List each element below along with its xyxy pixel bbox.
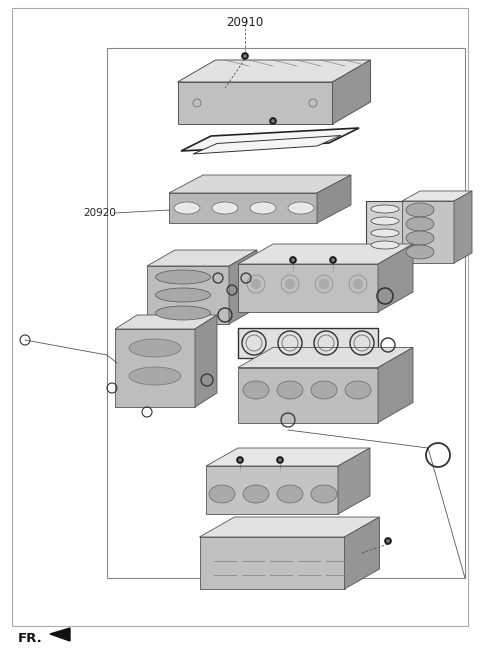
Circle shape — [243, 55, 247, 58]
Ellipse shape — [277, 381, 303, 399]
Ellipse shape — [311, 485, 337, 503]
Polygon shape — [238, 328, 378, 358]
Polygon shape — [238, 264, 378, 312]
Ellipse shape — [243, 381, 269, 399]
Ellipse shape — [209, 485, 235, 503]
Polygon shape — [193, 135, 341, 154]
Circle shape — [291, 258, 295, 261]
Ellipse shape — [371, 205, 399, 213]
Ellipse shape — [129, 367, 181, 385]
Circle shape — [331, 258, 335, 261]
Polygon shape — [378, 244, 413, 312]
Polygon shape — [147, 266, 229, 324]
Ellipse shape — [345, 381, 371, 399]
Ellipse shape — [243, 485, 269, 503]
Circle shape — [353, 279, 363, 289]
Ellipse shape — [288, 202, 314, 214]
Polygon shape — [206, 466, 338, 514]
Ellipse shape — [212, 202, 238, 214]
Polygon shape — [402, 201, 454, 263]
Ellipse shape — [156, 306, 211, 320]
Ellipse shape — [406, 231, 434, 245]
Polygon shape — [238, 367, 378, 422]
Circle shape — [237, 457, 243, 463]
Ellipse shape — [156, 270, 211, 284]
Polygon shape — [317, 175, 351, 223]
Text: FR.: FR. — [18, 631, 43, 645]
Ellipse shape — [406, 217, 434, 231]
Ellipse shape — [250, 202, 276, 214]
Polygon shape — [345, 517, 380, 589]
Circle shape — [285, 279, 295, 289]
Ellipse shape — [174, 202, 200, 214]
Circle shape — [384, 537, 392, 545]
Circle shape — [329, 256, 336, 263]
Circle shape — [278, 458, 282, 462]
Polygon shape — [181, 128, 359, 151]
Circle shape — [319, 279, 329, 289]
Circle shape — [269, 118, 276, 124]
Polygon shape — [169, 175, 351, 193]
Text: 20920: 20920 — [83, 208, 116, 218]
Polygon shape — [402, 191, 472, 201]
Polygon shape — [200, 517, 380, 537]
Polygon shape — [169, 193, 317, 223]
Circle shape — [271, 120, 275, 123]
Polygon shape — [178, 82, 333, 124]
Polygon shape — [338, 448, 370, 514]
Polygon shape — [333, 60, 371, 124]
Ellipse shape — [371, 217, 399, 225]
Polygon shape — [195, 315, 217, 407]
Polygon shape — [200, 537, 345, 589]
Ellipse shape — [311, 381, 337, 399]
Text: 20910: 20910 — [227, 16, 264, 29]
Ellipse shape — [406, 203, 434, 217]
Circle shape — [238, 458, 242, 462]
Polygon shape — [115, 329, 195, 407]
Polygon shape — [229, 250, 257, 324]
Polygon shape — [454, 191, 472, 263]
Ellipse shape — [371, 241, 399, 249]
Circle shape — [386, 539, 390, 543]
Ellipse shape — [277, 485, 303, 503]
Ellipse shape — [371, 229, 399, 237]
Polygon shape — [50, 628, 70, 641]
Circle shape — [289, 256, 297, 263]
Bar — [107, 48, 465, 578]
Polygon shape — [366, 201, 404, 253]
Polygon shape — [147, 250, 257, 266]
Polygon shape — [378, 348, 413, 422]
Polygon shape — [206, 448, 370, 466]
Polygon shape — [178, 60, 371, 82]
Polygon shape — [115, 315, 217, 329]
Ellipse shape — [156, 288, 211, 302]
Circle shape — [276, 457, 284, 463]
Polygon shape — [238, 348, 413, 367]
Polygon shape — [238, 244, 413, 264]
Ellipse shape — [406, 245, 434, 259]
Circle shape — [251, 279, 261, 289]
Ellipse shape — [129, 339, 181, 357]
Circle shape — [241, 53, 249, 60]
